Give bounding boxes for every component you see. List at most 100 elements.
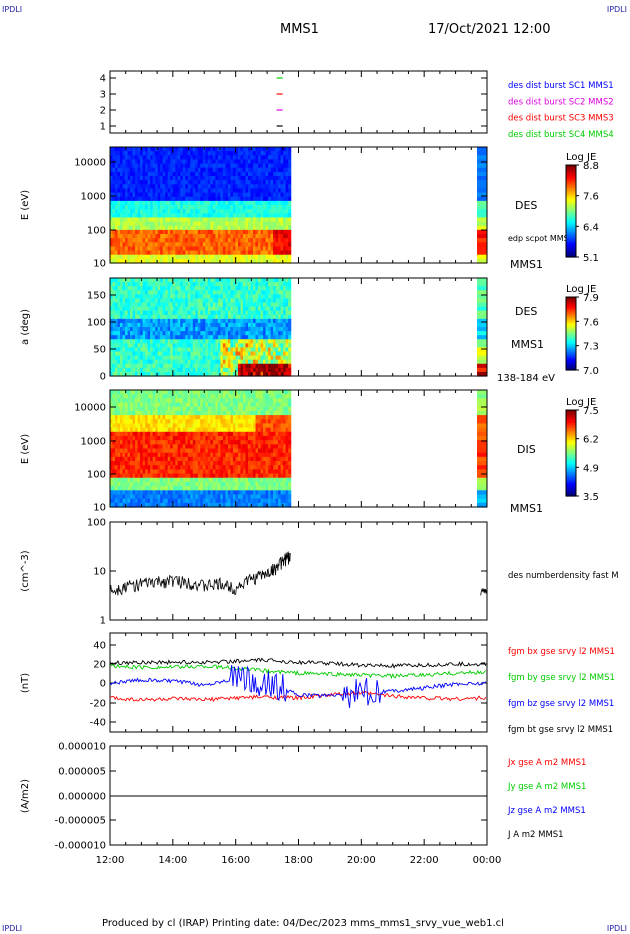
spectrogram-cell <box>125 238 129 243</box>
spectrogram-cell <box>172 294 176 300</box>
spectrogram-cell <box>220 302 224 308</box>
spectrogram-cell <box>477 363 487 369</box>
colorbar-frame <box>565 164 577 258</box>
spectrogram-cell <box>187 302 191 308</box>
spectrogram-cell <box>170 481 174 487</box>
spectrogram-cell <box>160 473 164 479</box>
spectrogram-cell <box>110 242 114 248</box>
spectrogram-cell <box>135 242 139 248</box>
spectrogram-cell <box>190 205 194 210</box>
spectrogram-cell <box>132 302 136 308</box>
spectrogram-cell <box>280 209 284 214</box>
spectrogram-cell <box>147 461 151 466</box>
spectrogram-cell <box>275 298 279 304</box>
spectrogram-cell <box>177 322 181 328</box>
spectrogram-cell <box>175 282 179 287</box>
spectrogram-cell <box>177 431 181 437</box>
spectrogram-cell <box>182 498 186 504</box>
spectrogram-cell <box>220 278 224 283</box>
spectrogram-cell <box>220 331 224 336</box>
spectrogram-cell <box>145 335 149 340</box>
spectrogram-cell <box>155 339 159 344</box>
spectrogram-cell <box>115 171 119 177</box>
spectrogram-cell <box>185 306 189 312</box>
spectrogram-cell <box>220 167 224 173</box>
spectrogram-cell <box>122 335 126 340</box>
colorbar-cell <box>566 211 576 214</box>
colorbar-cell <box>566 328 576 331</box>
spectrogram-cell <box>187 205 191 210</box>
spectrogram-cell <box>112 502 116 508</box>
spectrogram-cell <box>125 176 129 181</box>
spectrogram-cell <box>150 318 154 324</box>
spectrogram-cell <box>278 314 282 320</box>
spectrogram-cell <box>195 335 199 340</box>
spectrogram-cell <box>280 213 284 219</box>
spectrogram-cell <box>220 192 224 198</box>
spectrogram-cell <box>160 477 164 483</box>
spectrogram-cell <box>260 242 264 248</box>
spectrogram-cell <box>165 347 169 353</box>
spectrogram-cell <box>177 448 181 454</box>
spectrogram-cell <box>207 294 211 300</box>
spectrogram-cell <box>157 310 161 316</box>
spectrogram-cell <box>237 306 242 312</box>
spectrogram-cell <box>192 347 196 353</box>
spectrogram-cell <box>147 431 151 437</box>
spectrogram-cell <box>190 196 194 202</box>
spectrogram-cell <box>157 163 161 169</box>
spectrogram-cell <box>180 188 184 194</box>
spectrogram-cell <box>155 159 159 165</box>
spectrogram-cell <box>190 242 194 248</box>
spectrogram-cell <box>202 314 206 320</box>
spectrogram-cell <box>160 371 164 377</box>
spectrogram-cell <box>130 473 134 479</box>
spectrogram-cell <box>157 225 161 231</box>
spectrogram-cell <box>170 282 174 287</box>
spectrogram-cell <box>135 200 139 206</box>
spectrogram-cell <box>207 163 211 169</box>
spectrogram-cell <box>202 367 206 373</box>
spectrogram-cell <box>152 363 156 369</box>
spectrogram-cell <box>130 415 134 420</box>
spectrogram-cell <box>258 282 262 287</box>
spectrogram-cell <box>132 477 136 483</box>
spectrogram-cell <box>152 246 156 252</box>
spectrogram-cell <box>185 250 189 256</box>
spectrogram-cell <box>145 221 149 227</box>
spectrogram-cell <box>172 286 176 291</box>
spectrogram-cell <box>115 486 119 491</box>
spectrogram-cell <box>285 196 289 202</box>
spectrogram-cell <box>132 444 136 450</box>
spectrogram-cell <box>232 310 237 316</box>
spectrogram-cell <box>260 238 264 243</box>
spectrogram-cell <box>230 302 234 308</box>
spectrogram-cell <box>263 188 267 194</box>
spectrogram-cell <box>140 327 144 332</box>
spectrogram-cell <box>187 406 191 412</box>
spectrogram-cell <box>165 461 169 466</box>
spectrogram-cell <box>160 238 164 243</box>
spectrogram-cell <box>260 147 264 152</box>
spectrogram-cell <box>137 490 141 496</box>
spectrogram-cell <box>175 229 179 235</box>
spectrogram-cell <box>170 415 174 420</box>
spectrogram-cell <box>135 258 139 264</box>
spectrogram-cell <box>250 213 254 219</box>
spectrogram-cell <box>283 298 287 304</box>
spectrogram-cell <box>175 213 179 219</box>
spectrogram-cell <box>182 402 186 408</box>
spectrogram-cell <box>132 294 136 300</box>
spectrogram-cell <box>222 171 227 177</box>
spectrogram-cell <box>222 322 227 328</box>
spectrogram-cell <box>172 188 176 194</box>
spectrogram-cell <box>268 371 272 377</box>
spectrogram-cell <box>140 339 144 344</box>
spectrogram-cell <box>245 359 249 365</box>
spectrogram-cell <box>275 322 279 328</box>
spectrogram-cell <box>175 435 179 441</box>
spectrogram-cell <box>172 221 176 227</box>
spectrogram-cell <box>145 242 149 248</box>
spectrogram-cell <box>283 371 287 377</box>
colorbar-cell <box>566 324 576 327</box>
